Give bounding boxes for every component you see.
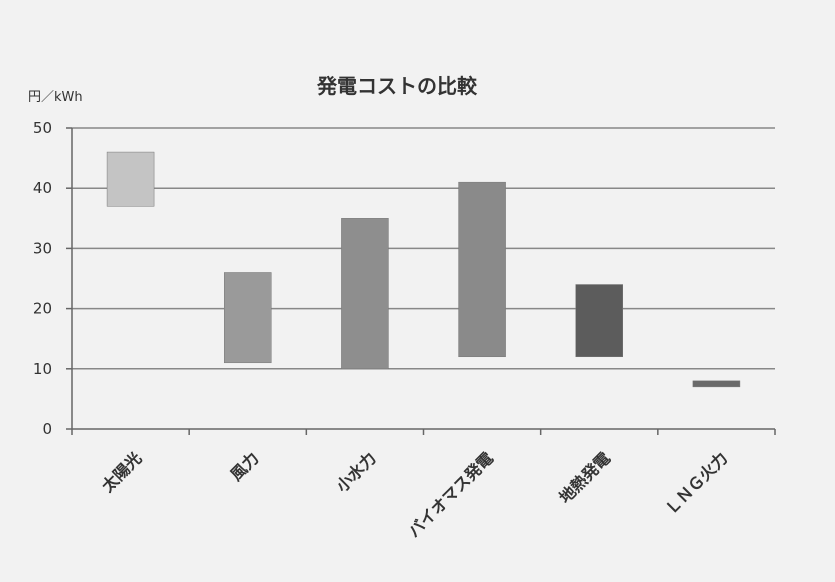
x-category-label: 風力 [227,448,263,484]
y-tick-label: 10 [33,360,52,378]
x-category-label: 地熱発電 [555,448,614,507]
bar-3 [458,181,506,358]
y-axis-unit-label: 円／kWh [28,90,83,105]
y-tick-label: 0 [42,420,52,438]
axes [66,127,776,435]
bar-4 [575,284,623,358]
y-tick-label: 50 [33,119,52,137]
x-category-label: 小水力 [332,448,379,495]
y-tick-label: 30 [33,239,52,257]
x-category-label: 太陽光 [97,448,145,496]
bar-0 [106,151,155,207]
gridlines [72,127,775,370]
chart-title: 発電コストの比較 [316,74,478,98]
bar-2 [341,218,389,370]
x-category-label: バイオマス発電 [404,448,497,541]
y-tick-label: 40 [33,179,52,197]
y-tick-label: 20 [33,300,52,318]
bar-5 [692,380,741,388]
x-category-label: ＬＮＧ火力 [661,448,731,518]
bar-1 [224,272,272,364]
bars [106,151,741,388]
